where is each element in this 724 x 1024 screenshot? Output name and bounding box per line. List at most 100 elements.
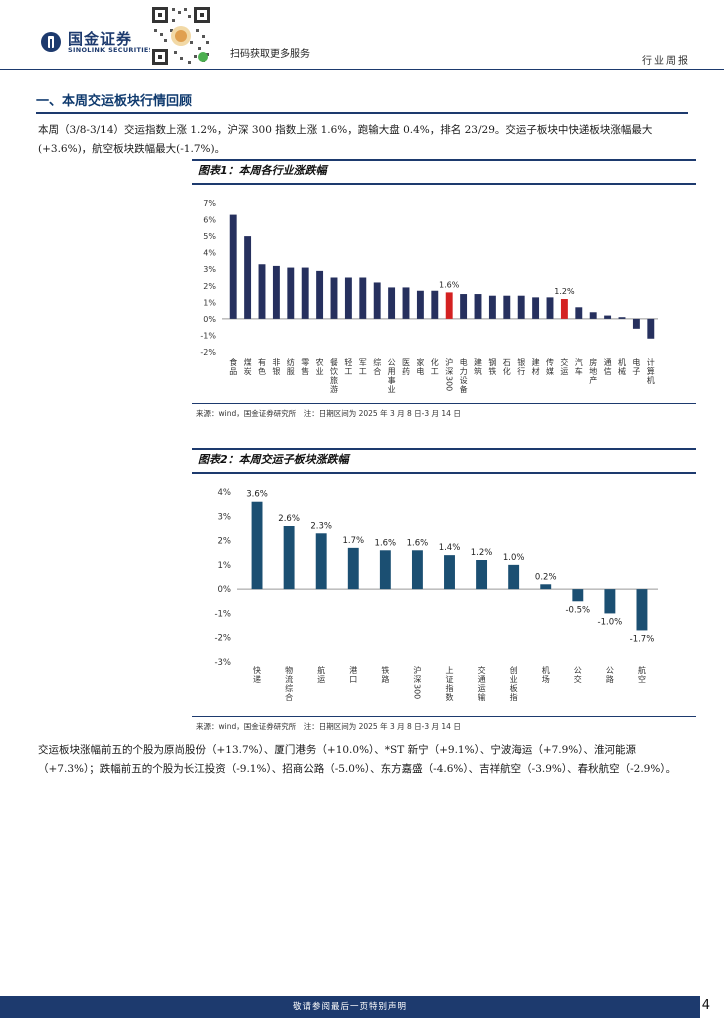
data-label: -1.0% <box>598 617 623 627</box>
bar <box>229 214 237 319</box>
x-tick-label: 综 <box>285 683 293 693</box>
bar <box>251 501 263 590</box>
bar <box>604 315 612 319</box>
bar <box>503 295 511 319</box>
x-tick-label: 事 <box>388 375 396 385</box>
brand-name-en: SINOLINK SECURITIES <box>68 46 154 54</box>
x-tick-label: 银 <box>517 357 525 367</box>
y-tick-label: 5% <box>203 232 216 241</box>
bar <box>244 236 252 319</box>
x-tick-label: 用 <box>388 367 396 376</box>
x-tick-label: 色 <box>258 366 266 376</box>
bar <box>411 550 423 590</box>
bar <box>347 547 359 590</box>
bar <box>416 290 424 319</box>
x-tick-label: 流 <box>285 674 293 684</box>
bar <box>402 287 410 319</box>
bar <box>258 264 266 319</box>
bar <box>572 589 584 602</box>
bar <box>431 290 439 319</box>
qr-caption: 扫码获取更多服务 <box>230 49 310 60</box>
x-tick-label: 备 <box>460 384 468 394</box>
figure2-source: 来源：wind，国金证券研究所 注：日期区间为 2025 年 3 月 8 日-3… <box>196 722 461 731</box>
paragraph-top-stocks: 交运板块涨幅前五的个股为原尚股份（+13.7%）、厦门港务（+10.0%）、*S… <box>38 744 677 775</box>
x-tick-label: 传 <box>546 357 554 367</box>
x-tick-label: 建 <box>532 357 540 367</box>
x-tick-label: 钢 <box>488 357 496 367</box>
x-tick-label: 餐 <box>330 358 338 367</box>
bar <box>283 526 295 590</box>
x-tick-label: 房 <box>589 357 597 367</box>
x-tick-label: 电 <box>632 357 640 367</box>
x-tick-label: 算 <box>647 366 655 376</box>
x-tick-label: 服 <box>287 367 295 376</box>
x-tick-label: 军 <box>359 358 367 367</box>
x-tick-label: 航 <box>638 665 646 675</box>
figure2-title: 图表2：本周交运子板块涨跌幅 <box>198 453 349 466</box>
data-label: 1.6% <box>375 538 397 548</box>
y-tick-label: 0% <box>218 585 232 595</box>
x-tick-label: 场 <box>542 675 550 684</box>
data-label: 2.3% <box>310 521 332 531</box>
x-tick-label: 交 <box>478 665 486 675</box>
x-tick-label: 工 <box>431 367 439 376</box>
x-tick-label: 通 <box>604 357 612 367</box>
x-tick-label: 300 <box>413 684 422 699</box>
x-tick-label: 递 <box>253 674 261 684</box>
y-tick-label: -3% <box>214 658 231 668</box>
x-tick-label: 设 <box>460 375 468 385</box>
figure1-bottom-rule <box>192 403 696 404</box>
x-tick-label: 口 <box>349 675 357 684</box>
qr-code-icon[interactable] <box>150 5 212 67</box>
x-tick-label: 证 <box>446 675 454 684</box>
bar <box>540 584 552 590</box>
x-tick-label: 公 <box>388 358 396 367</box>
x-tick-label: 铁 <box>488 366 496 376</box>
x-tick-label: 化 <box>431 357 439 367</box>
bar <box>460 294 468 319</box>
bar <box>589 312 597 319</box>
bar <box>618 317 626 319</box>
chart1-industry-returns: -2%-1%0%1%2%3%4%5%6%7%食品煤炭有色非银纺服零售农业餐饮旅游… <box>200 199 658 394</box>
data-label: 3.6% <box>246 490 268 500</box>
bar <box>476 560 488 590</box>
figure1-title: 图表1：本周各行业涨跌幅 <box>198 164 327 177</box>
bar <box>546 297 554 319</box>
data-label: 1.6% <box>439 280 460 289</box>
x-tick-label: 深 <box>445 367 453 376</box>
data-label: 1.2% <box>554 287 575 296</box>
x-tick-label: 铁 <box>381 665 389 675</box>
x-tick-label: 运 <box>317 675 325 684</box>
x-tick-label: 工 <box>359 367 367 376</box>
x-tick-label: 业 <box>316 366 324 376</box>
x-tick-label: 地 <box>589 366 597 376</box>
y-tick-label: 7% <box>203 199 216 208</box>
x-tick-label: 路 <box>606 674 614 684</box>
footer-bar <box>0 996 700 1018</box>
x-tick-label: 业 <box>388 384 396 394</box>
y-tick-label: 2% <box>203 282 216 291</box>
x-tick-label: 炭 <box>244 367 252 376</box>
x-tick-label: 媒 <box>546 367 554 376</box>
x-tick-label: 通 <box>478 674 486 684</box>
x-tick-label: 游 <box>330 384 338 394</box>
x-tick-label: 车 <box>575 366 583 376</box>
x-tick-label: 运 <box>560 367 568 376</box>
x-tick-label: 轻 <box>344 357 352 367</box>
figure1-top-rule <box>192 159 696 161</box>
x-tick-label: 深 <box>413 675 421 684</box>
bar <box>373 282 381 319</box>
x-tick-label: 机 <box>647 375 655 385</box>
y-tick-label: 0% <box>203 315 216 324</box>
bar <box>388 287 396 319</box>
x-tick-label: 输 <box>478 692 486 702</box>
x-tick-label: 石 <box>503 358 511 367</box>
bar <box>445 292 453 319</box>
bar <box>508 564 520 590</box>
bar <box>344 277 352 319</box>
figure2-top-rule <box>192 448 696 450</box>
bar <box>316 270 324 319</box>
x-tick-label: 数 <box>446 692 454 702</box>
x-tick-label: 指 <box>510 692 518 702</box>
x-tick-label: 化 <box>503 366 511 376</box>
